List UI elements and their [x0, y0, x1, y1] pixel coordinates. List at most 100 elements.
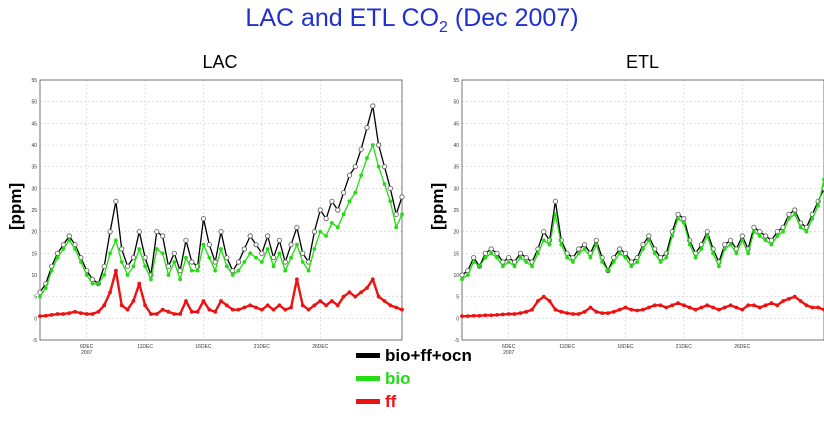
lac-point-ff	[207, 307, 212, 312]
etl-point-bio	[553, 212, 558, 217]
lac-point-bio	[172, 260, 177, 264]
etl-point-bio	[506, 260, 511, 264]
etl-point-ff	[565, 311, 569, 316]
lac-point-total	[300, 250, 306, 256]
legend-label-bio: bio	[385, 368, 411, 388]
etl-point-ff	[752, 303, 756, 308]
lac-point-total	[288, 242, 294, 248]
lac-point-bio	[213, 268, 218, 273]
lac-point-total	[311, 229, 318, 235]
lac-point-ff	[137, 281, 142, 286]
lac-point-ff	[84, 312, 89, 316]
etl-point-total	[786, 211, 792, 217]
etl-point-total	[517, 250, 523, 256]
legend-label-total: bio+ff+ocn	[385, 345, 472, 365]
lac-series-bio-ff-ocn-line	[39, 105, 403, 293]
etl-point-bio	[500, 264, 505, 269]
etl-point-ff	[512, 312, 517, 316]
etl-point-total	[582, 242, 588, 248]
etl-point-bio	[728, 242, 733, 247]
etl-point-ff	[588, 305, 593, 310]
etl-y-tick-label: 20	[453, 230, 459, 236]
etl-point-ff	[792, 294, 797, 299]
etl-point-bio	[664, 255, 669, 260]
lac-point-ff	[78, 311, 83, 316]
etl-point-bio	[658, 260, 663, 264]
etl-point-ff	[495, 312, 499, 317]
lac-x-tick-label: 6DEC	[80, 344, 94, 350]
etl-point-bio	[734, 251, 739, 256]
etl-point-ff	[664, 305, 669, 310]
lac-point-total	[66, 233, 72, 239]
etl-point-ff	[465, 314, 470, 319]
lac-point-bio	[359, 173, 364, 178]
lac-point-bio	[154, 247, 159, 251]
etl-point-ff	[681, 303, 686, 308]
lac-point-bio	[189, 268, 194, 273]
etl-point-total	[646, 233, 652, 239]
etl-point-bio	[524, 260, 529, 264]
etl-point-bio	[512, 264, 517, 269]
title-text: LAC and ETL CO	[245, 4, 440, 32]
etl-point-ff	[582, 309, 587, 314]
lac-point-bio	[365, 156, 369, 160]
etl-point-bio	[600, 260, 605, 264]
lac-point-total	[130, 255, 137, 261]
lac-point-ff	[96, 309, 101, 314]
lac-point-ff	[108, 290, 112, 295]
etl-y-tick-label: 10	[453, 273, 459, 279]
etl-point-bio	[687, 242, 692, 247]
lac-point-ff	[312, 303, 317, 308]
etl-point-ff	[617, 307, 622, 312]
etl-point-bio	[787, 216, 791, 221]
etl-point-ff	[693, 307, 698, 312]
lac-point-bio	[283, 268, 288, 273]
lac-point-bio	[108, 251, 112, 256]
legend-item-bio: bio	[356, 367, 472, 390]
lac-point-ff	[254, 305, 258, 310]
etl-point-ff	[536, 299, 540, 303]
etl-point-bio	[798, 225, 803, 230]
etl-point-bio	[536, 251, 540, 256]
etl-point-bio	[606, 268, 610, 273]
lac-point-ff	[178, 312, 183, 316]
etl-point-total	[552, 198, 559, 204]
lac-point-total	[154, 229, 160, 235]
etl-point-ff	[524, 309, 529, 314]
lac-point-total	[352, 164, 358, 170]
lac-point-ff	[324, 303, 328, 308]
lac-point-ff	[114, 268, 118, 273]
etl-point-bio	[804, 229, 809, 234]
lac-point-ff	[376, 294, 381, 299]
lac-point-ff	[195, 309, 200, 314]
lac-point-bio	[143, 264, 147, 269]
lac-point-bio	[55, 255, 60, 260]
lac-point-bio	[137, 247, 142, 251]
lac-point-bio	[219, 247, 223, 251]
etl-point-ff	[722, 305, 727, 310]
lac-point-ff	[119, 303, 124, 308]
etl-plot-frame	[461, 79, 824, 341]
lac-point-bio	[330, 221, 334, 225]
lac-point-ff	[400, 307, 404, 312]
etl-point-ff	[746, 303, 750, 308]
etl-point-bio	[670, 234, 675, 238]
lac-point-total	[276, 237, 282, 243]
lac-point-bio	[38, 294, 42, 299]
lac-point-total	[183, 237, 189, 243]
title-subscript: 2	[439, 19, 448, 36]
lac-point-ff	[353, 294, 358, 299]
etl-point-bio	[541, 238, 546, 243]
etl-point-bio	[530, 264, 534, 269]
lac-x-tick-label-year: 2007	[81, 350, 92, 356]
etl-point-ff	[489, 313, 494, 318]
etl-point-ff	[606, 311, 610, 316]
etl-y-tick-label: 25	[453, 208, 459, 214]
lac-y-tick-label: 55	[31, 78, 37, 84]
lac-point-bio	[388, 199, 393, 204]
etl-point-ff	[658, 303, 663, 308]
lac-point-ff	[55, 312, 60, 316]
etl-point-bio	[465, 273, 470, 277]
lac-point-total	[218, 229, 224, 235]
